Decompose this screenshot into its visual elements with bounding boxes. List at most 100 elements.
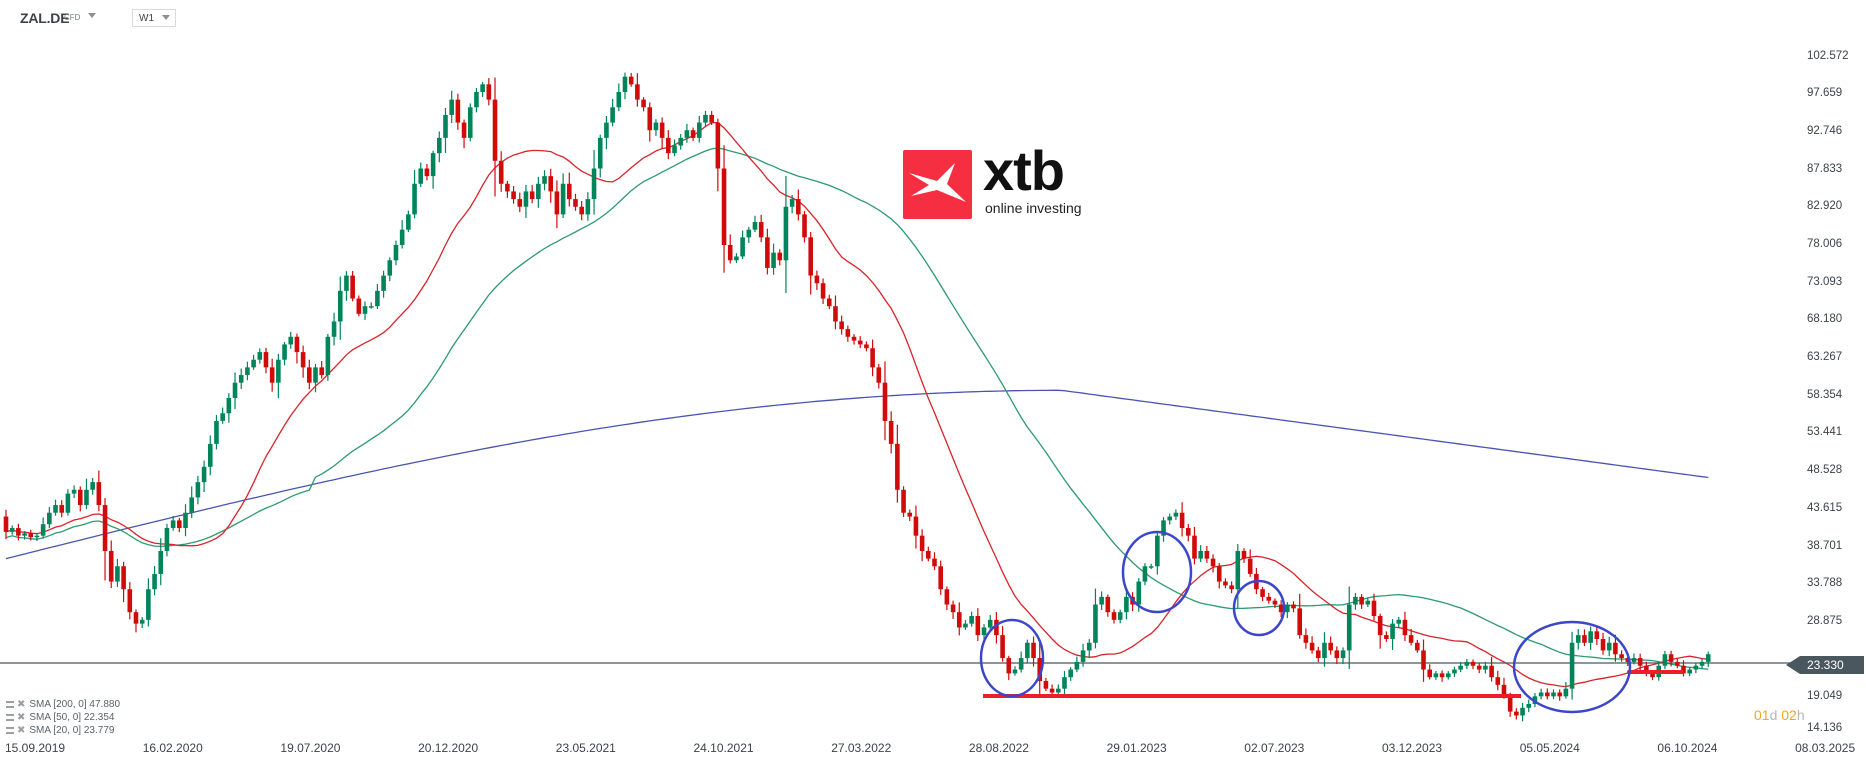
candle-body xyxy=(139,619,145,624)
symbol-name[interactable]: ZAL.DE xyxy=(20,10,70,26)
candle-body xyxy=(1483,665,1488,670)
candle-body xyxy=(1117,612,1123,620)
candle-body xyxy=(1006,658,1012,674)
candle-body xyxy=(461,122,467,138)
candle-body xyxy=(1192,535,1197,559)
candle-body xyxy=(220,413,225,421)
remove-indicator-icon[interactable]: ✖ xyxy=(17,712,26,723)
candle-body xyxy=(956,612,962,628)
remove-indicator-icon[interactable]: ✖ xyxy=(17,699,26,710)
candle-body xyxy=(90,482,95,490)
candle-body xyxy=(684,130,690,138)
candle-body xyxy=(808,237,813,276)
candle-body xyxy=(1439,673,1445,678)
indicator-settings-icon[interactable] xyxy=(6,726,14,734)
candle-body xyxy=(1080,650,1086,662)
candle-body xyxy=(1031,642,1036,659)
candle-body xyxy=(1062,677,1067,689)
candle-body xyxy=(344,275,349,291)
candle-body xyxy=(994,619,999,636)
candle-body xyxy=(399,229,405,245)
candle-body xyxy=(777,252,783,261)
legend-sma-50: ✖ SMA [50, 0] 22.354 xyxy=(6,711,114,724)
time-axis-label: 19.07.2020 xyxy=(280,741,341,755)
symbol-dropdown-caret-icon[interactable] xyxy=(88,13,96,18)
candle-body xyxy=(1557,692,1562,697)
candle-body xyxy=(1247,558,1253,574)
candle-body xyxy=(845,329,851,337)
candle-body xyxy=(1687,669,1692,674)
candle-body xyxy=(9,528,15,532)
candle-body xyxy=(1458,665,1463,670)
candle-body xyxy=(771,252,776,268)
candle-body xyxy=(158,550,164,574)
candle-body xyxy=(987,619,993,628)
candle-body xyxy=(1025,642,1030,659)
candle-body xyxy=(1142,566,1148,582)
price-axis-label: 19.049 xyxy=(1807,690,1843,702)
candle-body xyxy=(1668,654,1674,662)
candle-body xyxy=(1297,608,1303,636)
timeframe-select[interactable]: W1 xyxy=(132,9,176,27)
candle-body xyxy=(437,137,442,154)
candle-body xyxy=(1476,665,1482,670)
candle-body xyxy=(950,604,956,613)
candle-body xyxy=(152,573,157,590)
candle-body xyxy=(1538,692,1544,697)
candle-body xyxy=(498,160,504,184)
candle-body xyxy=(381,275,386,291)
candle-body xyxy=(59,505,65,513)
candle-body xyxy=(1105,596,1111,613)
candle-body xyxy=(1365,600,1371,605)
candle-body xyxy=(430,153,436,177)
candle-body xyxy=(1346,604,1352,651)
candle-body xyxy=(542,176,547,184)
remove-indicator-icon[interactable]: ✖ xyxy=(17,725,26,736)
candle-body xyxy=(1415,642,1420,651)
candle-body xyxy=(492,99,498,161)
legend-sma-20: ✖ SMA [20, 0] 23.779 xyxy=(6,724,114,737)
annotation-ellipse xyxy=(1512,620,1632,714)
candle-body xyxy=(1371,600,1377,617)
candle-body xyxy=(1526,703,1532,708)
price-axis-label: 63.267 xyxy=(1807,351,1843,363)
candle-body xyxy=(647,107,653,131)
candle-body xyxy=(1204,550,1210,559)
candle-body xyxy=(164,528,170,551)
candle-body xyxy=(1625,658,1631,662)
candle-body xyxy=(238,375,244,383)
candle-body xyxy=(1167,516,1173,521)
candle-body xyxy=(864,344,869,349)
candle-body xyxy=(1452,669,1457,674)
candle-body xyxy=(47,512,52,525)
candle-body xyxy=(721,168,727,245)
sma-20-line xyxy=(5,121,1709,688)
candle-body xyxy=(77,489,83,506)
candle-body xyxy=(195,482,201,498)
candle-body xyxy=(1551,692,1556,697)
time-axis-label: 05.05.2024 xyxy=(1519,741,1580,755)
time-axis-label: 24.10.2021 xyxy=(693,741,754,755)
candle-body xyxy=(108,550,114,582)
candle-body xyxy=(1124,596,1129,613)
candle-body xyxy=(1136,581,1142,605)
candle-body xyxy=(337,290,343,322)
candle-body xyxy=(1272,600,1278,605)
candle-body xyxy=(888,420,894,444)
candle-body xyxy=(796,199,801,215)
candle-body xyxy=(127,589,133,613)
indicator-settings-icon[interactable] xyxy=(6,700,14,708)
candle-body xyxy=(653,122,659,131)
candle-body xyxy=(715,122,721,169)
indicator-settings-icon[interactable] xyxy=(6,713,14,721)
candle-body xyxy=(833,306,838,322)
price-axis-label: 78.006 xyxy=(1807,238,1843,250)
candle-body xyxy=(666,137,671,154)
candle-body xyxy=(1266,596,1272,601)
candle-body xyxy=(1303,635,1309,643)
price-axis-label: 38.701 xyxy=(1807,540,1843,552)
candle-body xyxy=(1043,681,1049,689)
candle-body xyxy=(1396,619,1402,624)
time-axis-label: 28.08.2022 xyxy=(968,741,1029,755)
